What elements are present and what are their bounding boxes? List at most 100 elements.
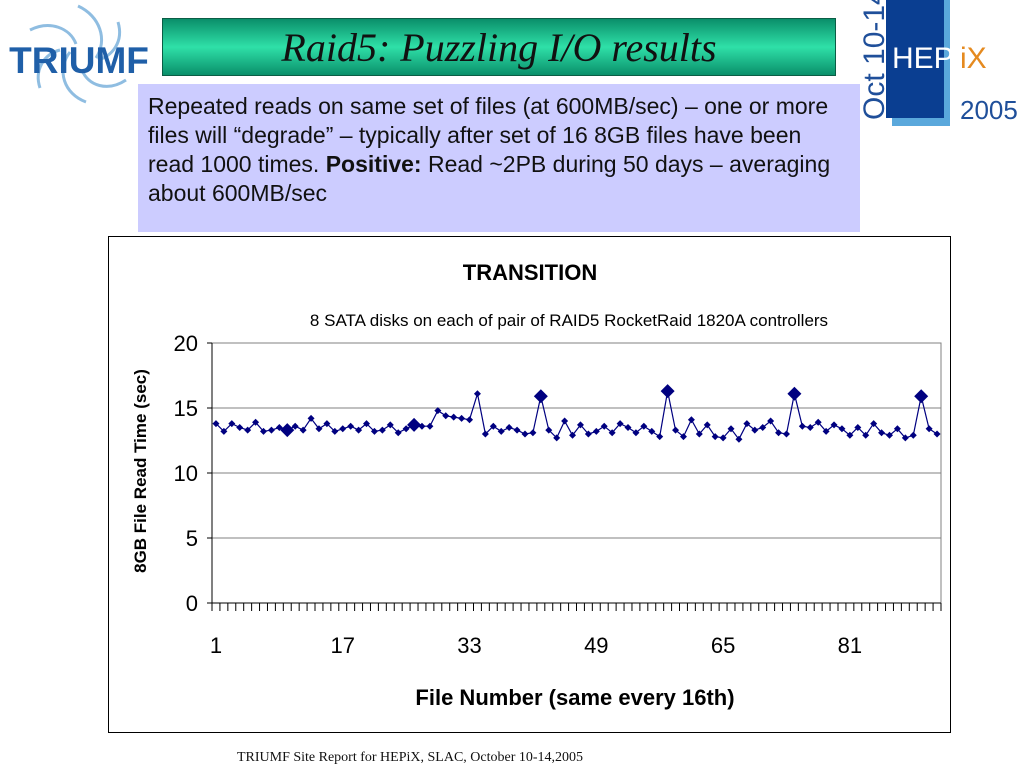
data-point [363, 420, 371, 428]
data-point [228, 420, 236, 428]
data-point [909, 431, 917, 439]
data-point [576, 421, 584, 429]
hepix-date: Oct 10-14 [858, 0, 891, 120]
y-tick-label: 0 [186, 591, 198, 616]
data-point [339, 425, 347, 433]
data-point [814, 418, 822, 426]
data-point [220, 427, 228, 435]
data-point [561, 417, 569, 425]
data-point [933, 430, 941, 438]
y-tick-label: 15 [174, 396, 198, 421]
x-tick-label: 1 [210, 633, 222, 658]
description-text-1: Repeated reads on same set of files (at … [148, 93, 829, 177]
data-point [236, 424, 244, 431]
data-point [648, 427, 656, 435]
data-point [870, 420, 878, 428]
data-point [307, 414, 315, 422]
hepix-year: 2005 [960, 95, 1018, 125]
hepix-name-ix: iX [960, 42, 987, 75]
data-point [553, 434, 561, 442]
data-point [787, 386, 802, 401]
data-point [846, 431, 854, 439]
data-point [434, 407, 442, 415]
data-point [775, 429, 783, 437]
data-point [901, 434, 909, 442]
data-point [275, 424, 283, 431]
data-point [315, 425, 323, 433]
data-point [885, 431, 893, 439]
chart-subtitle: 8 SATA disks on each of pair of RAID5 Ro… [310, 311, 828, 330]
data-point [862, 431, 870, 439]
data-point [854, 424, 862, 431]
description-box: Repeated reads on same set of files (at … [138, 84, 860, 232]
x-axis-label: File Number (same every 16th) [415, 685, 734, 710]
data-point [624, 424, 632, 431]
data-point [497, 427, 505, 435]
data-point [600, 422, 608, 430]
x-tick-label: 81 [838, 633, 862, 658]
data-point [370, 427, 378, 435]
chart-title: TRANSITION [463, 260, 597, 285]
data-point [505, 424, 513, 431]
data-point [798, 422, 806, 430]
data-point [640, 422, 648, 430]
data-point [656, 433, 664, 441]
data-point [481, 430, 489, 438]
slide-title: Raid5: Puzzling I/O results [281, 24, 717, 70]
data-point [838, 425, 846, 433]
data-point [893, 425, 901, 433]
x-tick-label: 65 [711, 633, 735, 658]
data-point [878, 429, 886, 437]
y-tick-label: 5 [186, 526, 198, 551]
data-point [323, 420, 331, 428]
data-point [533, 389, 548, 404]
data-point [212, 420, 220, 428]
x-tick-label: 33 [457, 633, 481, 658]
data-point [252, 418, 260, 426]
y-tick-label: 10 [174, 461, 198, 486]
data-point [280, 423, 295, 438]
y-tick-label: 20 [174, 331, 198, 356]
data-point [632, 429, 640, 437]
data-point [347, 422, 355, 430]
data-point [695, 430, 703, 438]
data-point [355, 426, 363, 434]
data-point [743, 420, 751, 428]
data-point [378, 426, 386, 434]
data-point [458, 414, 466, 422]
data-point [545, 426, 553, 434]
data-point [267, 426, 275, 434]
data-point [592, 427, 600, 435]
data-point [569, 431, 577, 439]
data-point [822, 427, 830, 435]
data-point [679, 433, 687, 441]
data-point [925, 425, 933, 433]
data-point [672, 426, 680, 434]
data-point [291, 422, 299, 430]
x-tick-label: 17 [331, 633, 355, 658]
triumf-logo: TRIUMF [9, 4, 149, 104]
data-point [466, 416, 474, 424]
data-point [751, 426, 759, 434]
data-point [513, 426, 521, 434]
data-point [244, 426, 252, 434]
data-point [735, 435, 743, 443]
description-positive-label: Positive: [325, 151, 422, 177]
slide-title-bar: Raid5: Puzzling I/O results [162, 18, 836, 76]
y-axis-label: 8GB File Read Time (sec) [131, 369, 150, 573]
hepix-name-hep: HEP [892, 42, 954, 75]
data-point [331, 427, 339, 435]
description-text-2: Read ~2PB during 50 days – averaging abo… [148, 151, 831, 206]
data-point [426, 422, 434, 430]
data-point [703, 421, 711, 429]
data-point [806, 424, 814, 431]
data-point [529, 429, 537, 437]
data-point [489, 422, 497, 430]
data-point [418, 422, 426, 430]
data-point [260, 427, 268, 435]
data-point [782, 430, 790, 438]
data-point [830, 421, 838, 429]
data-point [727, 425, 735, 433]
data-point [473, 390, 481, 398]
data-point [616, 420, 624, 428]
